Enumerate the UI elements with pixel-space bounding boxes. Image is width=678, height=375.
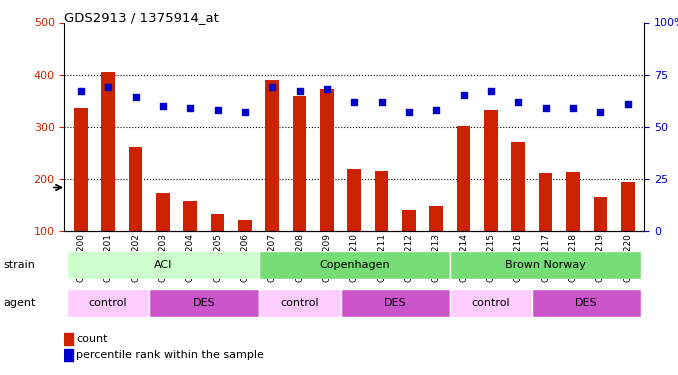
Point <box>294 88 305 94</box>
Point <box>376 99 387 105</box>
Text: control: control <box>89 298 127 308</box>
Point <box>622 100 633 106</box>
Point <box>485 88 496 94</box>
Text: percentile rank within the sample: percentile rank within the sample <box>76 350 264 360</box>
Text: DES: DES <box>576 298 598 308</box>
Bar <box>156 193 170 231</box>
Point <box>157 103 168 109</box>
Bar <box>258 251 450 279</box>
Bar <box>293 96 306 231</box>
Point <box>513 99 523 105</box>
Point <box>348 99 359 105</box>
Point <box>458 92 469 98</box>
Bar <box>129 147 142 231</box>
Point <box>239 109 250 115</box>
Bar <box>238 220 252 231</box>
Text: control: control <box>280 298 319 308</box>
Bar <box>64 349 73 361</box>
Bar <box>539 173 553 231</box>
Point <box>130 94 141 100</box>
Bar <box>450 251 641 279</box>
Bar <box>511 142 525 231</box>
Text: control: control <box>472 298 511 308</box>
Point <box>185 105 196 111</box>
Bar <box>67 289 149 317</box>
Bar <box>457 126 471 231</box>
Point <box>75 88 86 94</box>
Bar <box>320 89 334 231</box>
Text: DES: DES <box>384 298 407 308</box>
Point <box>103 84 114 90</box>
Text: Brown Norway: Brown Norway <box>505 260 586 270</box>
Point <box>267 84 278 90</box>
Text: DES: DES <box>193 298 215 308</box>
Text: GDS2913 / 1375914_at: GDS2913 / 1375914_at <box>64 11 219 24</box>
Point <box>212 107 223 113</box>
Bar <box>211 214 224 231</box>
Bar <box>183 201 197 231</box>
Bar <box>64 333 73 345</box>
Point <box>403 109 414 115</box>
Point <box>595 109 605 115</box>
Text: agent: agent <box>3 298 36 308</box>
Bar <box>621 182 635 231</box>
Bar <box>74 108 87 231</box>
Point <box>540 105 551 111</box>
Bar <box>566 172 580 231</box>
Bar <box>149 289 258 317</box>
Bar <box>402 210 416 231</box>
Bar <box>375 171 388 231</box>
Text: ACI: ACI <box>154 260 172 270</box>
Bar <box>532 289 641 317</box>
Point <box>431 107 441 113</box>
Point <box>321 86 332 92</box>
Bar <box>429 206 443 231</box>
Bar <box>265 80 279 231</box>
Text: strain: strain <box>3 260 35 270</box>
Point <box>567 105 578 111</box>
Text: Copenhagen: Copenhagen <box>319 260 390 270</box>
Bar <box>484 110 498 231</box>
Text: count: count <box>76 334 108 345</box>
Bar <box>347 169 361 231</box>
Bar <box>67 251 258 279</box>
Bar <box>593 197 607 231</box>
Bar <box>450 289 532 317</box>
Bar <box>340 289 450 317</box>
Bar <box>101 72 115 231</box>
Bar <box>258 289 340 317</box>
